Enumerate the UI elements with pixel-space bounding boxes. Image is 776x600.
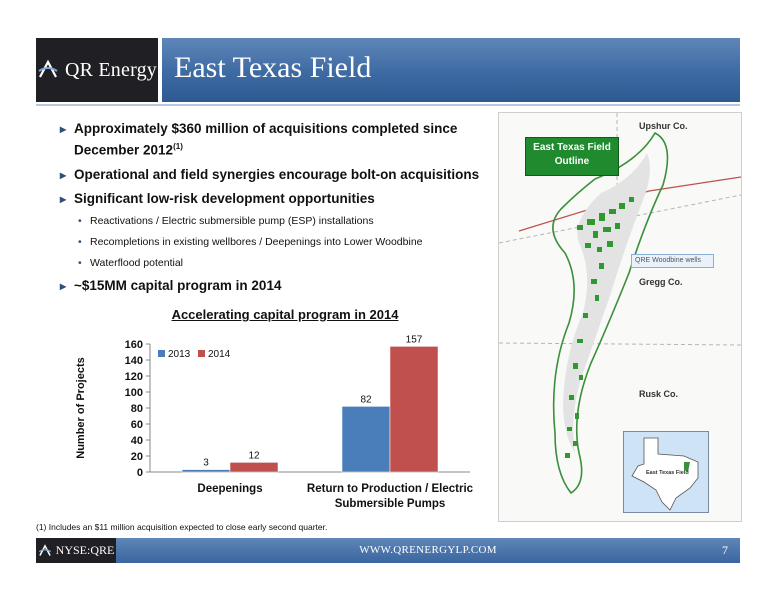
sub-bullet-reactivations: Reactivations / Electric submersible pum… <box>60 214 490 228</box>
y-tick-label: 20 <box>131 451 143 463</box>
texas-inset-map: East Texas Field <box>623 431 709 513</box>
footnote: (1) Includes an $11 million acquisition … <box>36 522 328 532</box>
county-label-upshur: Upshur Co. <box>639 121 688 131</box>
sub-bullet-waterflood: Waterflood potential <box>60 256 490 270</box>
chart-title: Accelerating capital program in 2014 <box>171 307 399 322</box>
bar-value-label: 12 <box>248 450 260 461</box>
y-tick-label: 160 <box>125 339 143 351</box>
bar-2014-0 <box>229 462 279 473</box>
header-bar: QR Energy East Texas Field <box>36 38 740 102</box>
category-label: Deepenings <box>197 483 262 495</box>
county-label-gregg: Gregg Co. <box>639 277 683 287</box>
legend-swatch-2013 <box>158 350 165 357</box>
sub-bullet-recompletions: Recompletions in existing wellbores / De… <box>60 235 490 249</box>
bullet-list: Approximately $360 million of acquisitio… <box>60 120 490 301</box>
bar-value-label: 3 <box>203 458 209 469</box>
county-label-rusk: Rusk Co. <box>639 389 679 399</box>
y-tick-label: 80 <box>131 403 143 415</box>
y-axis-title: Number of Projects <box>75 357 87 458</box>
bullet-opportunities: Significant low-risk development opportu… <box>60 190 490 208</box>
y-tick-label: 120 <box>125 371 143 383</box>
bar-value-label: 157 <box>406 334 423 345</box>
y-tick-label: 100 <box>125 387 143 399</box>
field-map-drawing <box>499 113 741 495</box>
footer-url[interactable]: WWW.QRENERGYLP.COM <box>359 544 497 556</box>
texas-outline-icon <box>631 437 699 511</box>
footer-ticker: NYSE:QRE <box>55 543 115 557</box>
projects-bar-chart: Number of Projects 0 20 40 60 80 100 120 140 160 3… <box>75 334 474 510</box>
bar-value-label: 82 <box>360 394 372 405</box>
legend-label-2013: 2013 <box>168 349 191 360</box>
bar-2013-0 <box>181 469 231 473</box>
legend-swatch-2014 <box>198 350 205 357</box>
category-label: Submersible Pumps <box>335 498 446 510</box>
page-number: 7 <box>722 543 728 557</box>
footnote-ref: (1) <box>173 142 183 151</box>
qr-logo-small-icon <box>38 543 51 556</box>
bullet-capital-program: ~$15MM capital program in 2014 <box>60 277 490 295</box>
company-logo: QR Energy <box>36 38 158 102</box>
legend-label-2014: 2014 <box>208 349 231 360</box>
bar-2013-1 <box>341 406 391 473</box>
y-tick-label: 40 <box>131 435 143 447</box>
y-tick-label: 0 <box>137 467 143 479</box>
footer-bar: NYSE:QRE WWW.QRENERGYLP.COM 7 <box>36 538 740 563</box>
map-legend-outline: East Texas Field Outline <box>525 137 619 176</box>
header-rule <box>36 104 740 106</box>
y-tick-label: 60 <box>131 419 143 431</box>
category-label: Return to Production / Electric <box>307 483 474 495</box>
page-title: East Texas Field <box>174 51 372 84</box>
field-map: East Texas Field Outline Upshur Co. QRE … <box>498 112 742 522</box>
footer-logo: NYSE:QRE <box>36 538 116 563</box>
bar-2014-1 <box>389 346 439 473</box>
qr-logo-icon <box>38 59 58 78</box>
inset-label: East Texas Field <box>646 470 689 476</box>
header-divider <box>158 38 162 102</box>
wells-legend: QRE Woodbine wells <box>631 254 714 268</box>
y-tick-label: 140 <box>125 355 143 367</box>
bullet-synergies: Operational and field synergies encourag… <box>60 166 490 184</box>
bullet-acquisitions: Approximately $360 million of acquisitio… <box>60 120 490 160</box>
logo-text: QR Energy <box>65 58 157 81</box>
